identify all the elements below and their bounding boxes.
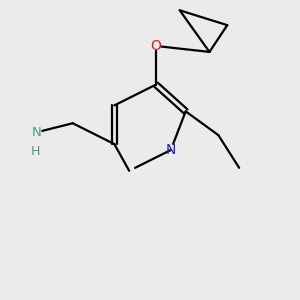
Text: N: N xyxy=(166,143,176,157)
Text: O: O xyxy=(151,39,161,53)
Text: N: N xyxy=(32,126,42,139)
Text: H: H xyxy=(31,145,40,158)
